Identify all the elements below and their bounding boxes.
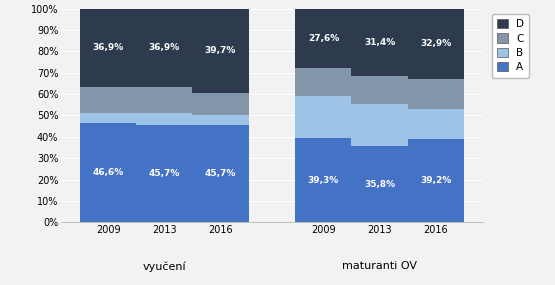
Text: vyučení: vyučení: [143, 261, 186, 272]
Bar: [351, 104, 407, 146]
Bar: [193, 125, 249, 222]
Bar: [407, 139, 463, 222]
Bar: [351, 146, 407, 222]
Text: 39,3%: 39,3%: [308, 176, 339, 185]
Bar: [80, 9, 137, 87]
Text: 39,7%: 39,7%: [205, 46, 236, 56]
Text: 45,7%: 45,7%: [149, 169, 180, 178]
Text: 36,9%: 36,9%: [93, 44, 124, 52]
Text: 35,8%: 35,8%: [364, 180, 395, 189]
Bar: [295, 68, 351, 96]
Bar: [407, 9, 463, 79]
Bar: [193, 9, 249, 93]
Text: 32,9%: 32,9%: [420, 39, 451, 48]
Bar: [295, 96, 351, 138]
Bar: [80, 123, 137, 222]
Text: 36,9%: 36,9%: [149, 44, 180, 52]
Bar: [351, 9, 407, 76]
Bar: [295, 9, 351, 68]
Bar: [137, 9, 193, 87]
Bar: [193, 115, 249, 125]
Text: 46,6%: 46,6%: [93, 168, 124, 177]
Bar: [351, 76, 407, 104]
Text: 27,6%: 27,6%: [308, 34, 339, 42]
Bar: [137, 87, 193, 113]
Text: 31,4%: 31,4%: [364, 38, 395, 47]
Bar: [80, 113, 137, 123]
Legend: D, C, B, A: D, C, B, A: [492, 14, 529, 78]
Text: maturanti OV: maturanti OV: [342, 261, 417, 271]
Bar: [80, 87, 137, 113]
Text: 39,2%: 39,2%: [420, 176, 451, 185]
Bar: [137, 113, 193, 125]
Bar: [193, 93, 249, 115]
Bar: [407, 109, 463, 139]
Bar: [295, 138, 351, 222]
Bar: [407, 79, 463, 109]
Bar: [137, 125, 193, 222]
Text: 45,7%: 45,7%: [205, 169, 236, 178]
